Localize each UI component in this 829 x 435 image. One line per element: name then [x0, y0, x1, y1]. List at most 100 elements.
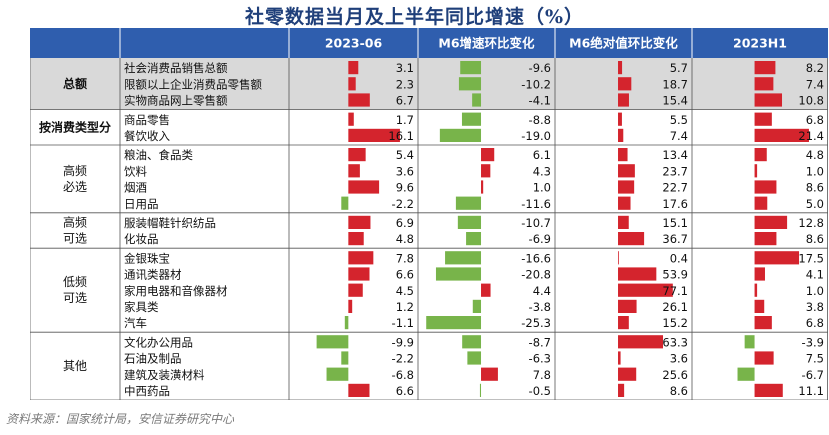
data-bar: [618, 112, 622, 126]
data-label: 18.7: [662, 77, 688, 91]
data-label: 1.0: [806, 164, 824, 178]
data-bar: [348, 267, 370, 281]
group-label: 高频: [63, 163, 87, 178]
data-label: 8.6: [806, 181, 824, 195]
data-bar: [458, 77, 482, 91]
row-label: 实物商品网上零售额: [124, 94, 228, 108]
data-bar: [754, 316, 772, 330]
data-label: 3.6: [396, 164, 414, 178]
data-label: 4.8: [806, 148, 824, 162]
data-label: 15.4: [662, 94, 688, 108]
data-bar: [348, 164, 360, 178]
data-label: 4.3: [533, 164, 551, 178]
data-bar: [455, 196, 482, 210]
group-label: 低频: [63, 275, 87, 289]
data-bar: [461, 112, 482, 126]
data-bar: [618, 267, 657, 281]
row-label: 饮料: [124, 164, 147, 178]
data-label: 15.1: [662, 216, 688, 230]
data-label: -6.3: [529, 352, 551, 366]
data-label: 3.6: [670, 352, 688, 366]
data-bar: [472, 299, 482, 313]
data-label: 1.2: [396, 300, 414, 314]
data-bar: [754, 196, 768, 210]
data-label: 26.1: [662, 300, 688, 314]
data-bar: [462, 335, 482, 349]
data-label: 36.7: [662, 232, 688, 246]
group-label: 可选: [63, 291, 87, 305]
data-bar: [754, 351, 774, 365]
data-bar: [754, 77, 774, 91]
data-label: 6.6: [396, 268, 414, 282]
data-label: -10.2: [521, 77, 551, 91]
data-label: 3.1: [396, 61, 414, 75]
row-label: 限额以上企业消费品零售额: [124, 77, 262, 91]
row-label: 粮油、食品类: [124, 148, 193, 162]
data-label: 23.7: [662, 164, 688, 178]
data-label: 5.0: [806, 197, 824, 211]
data-bar: [326, 367, 349, 381]
row-label: 日用品: [124, 197, 159, 211]
data-label: 1.0: [533, 181, 551, 195]
row-label: 石油及制品: [124, 352, 182, 366]
data-label: 22.7: [662, 181, 688, 195]
data-label: -11.6: [521, 197, 551, 211]
data-label: -9.9: [392, 335, 414, 349]
column-header: 2023H1: [733, 36, 787, 51]
group-label: 总额: [63, 76, 87, 91]
data-bar: [479, 383, 482, 397]
data-label: -8.8: [529, 113, 551, 127]
data-bar: [618, 61, 623, 75]
data-bar: [737, 367, 755, 381]
data-bar: [481, 367, 498, 381]
data-bar: [618, 215, 629, 229]
data-bar: [341, 351, 349, 365]
data-label: 1.0: [806, 284, 824, 298]
data-label: 53.9: [662, 268, 688, 282]
data-label: 9.6: [396, 181, 414, 195]
data-label: 5.5: [670, 113, 688, 127]
data-label: 6.9: [396, 216, 414, 230]
data-bar: [618, 251, 619, 265]
data-bar: [439, 128, 482, 142]
data-bar: [481, 164, 491, 178]
row-label: 中西药品: [124, 384, 170, 398]
data-label: 21.4: [798, 129, 824, 143]
data-bar: [754, 112, 772, 126]
data-bar: [348, 93, 370, 107]
data-bar: [348, 251, 374, 265]
data-label: -3.8: [529, 300, 551, 314]
data-label: -6.8: [392, 368, 414, 382]
data-label: -0.5: [529, 384, 551, 398]
data-bar: [348, 77, 356, 91]
data-label: 6.8: [806, 113, 824, 127]
source-note: 资料来源：国家统计局，安信证券研究中心: [6, 412, 235, 426]
data-label: 3.8: [806, 300, 824, 314]
data-label: 7.4: [806, 77, 824, 91]
data-label: -19.0: [521, 129, 551, 143]
data-bar: [754, 283, 758, 297]
data-bar: [754, 61, 776, 75]
data-bar: [481, 283, 491, 297]
data-label: -20.8: [521, 268, 551, 282]
data-label: 11.1: [798, 384, 824, 398]
data-label: -16.6: [521, 251, 551, 265]
row-label: 社会消费品销售总额: [124, 61, 228, 75]
data-bar: [348, 180, 380, 194]
data-label: 6.6: [396, 384, 414, 398]
data-bar: [618, 316, 629, 330]
data-label: 15.2: [662, 316, 688, 330]
data-bar: [457, 215, 482, 229]
row-label: 餐饮收入: [124, 129, 170, 143]
data-label: 4.5: [396, 284, 414, 298]
column-header: 2023-06: [325, 36, 383, 51]
row-label: 服装帽鞋针织纺品: [124, 216, 216, 230]
data-bar: [618, 351, 621, 365]
row-label: 汽车: [124, 316, 147, 330]
data-bar: [426, 316, 482, 330]
data-label: 6.8: [806, 316, 824, 330]
data-label: 6.7: [396, 94, 414, 108]
data-label: 13.4: [662, 148, 688, 162]
data-bar: [467, 351, 482, 365]
data-bar: [348, 232, 364, 246]
